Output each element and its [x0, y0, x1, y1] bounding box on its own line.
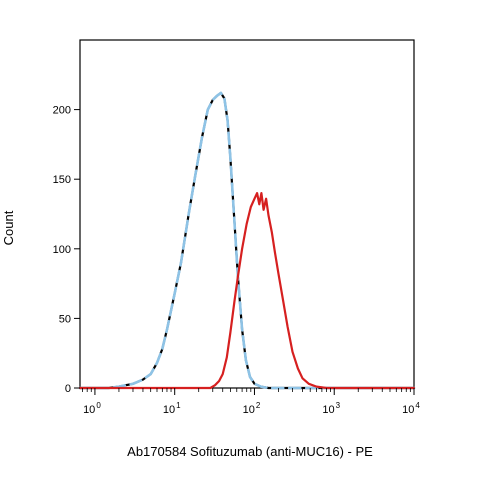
- x-tick-label: 101: [163, 401, 181, 416]
- x-tick-label: 100: [83, 401, 101, 416]
- series-line-2: [78, 91, 416, 390]
- plot-frame: [79, 39, 415, 389]
- y-tick-label: 0: [65, 383, 71, 395]
- series-line-1: [78, 91, 416, 390]
- y-axis: 0 50 100 150 200: [53, 105, 80, 395]
- x-tick-label: 104: [402, 401, 420, 416]
- series-layer: [78, 91, 416, 390]
- y-tick-label: 200: [53, 105, 71, 117]
- series-line-3: [78, 192, 416, 390]
- x-tick-label: 103: [322, 401, 340, 416]
- y-tick-label: 100: [53, 244, 71, 256]
- x-tick-label: 102: [243, 401, 261, 416]
- y-tick-label: 150: [53, 174, 71, 186]
- x-axis: 100 101 102 103 104: [82, 388, 420, 416]
- y-tick-label: 50: [59, 313, 71, 325]
- x-axis-title: Ab170584 Sofituzumab (anti-MUC16) - PE: [127, 444, 373, 459]
- y-axis-title: Count: [1, 210, 16, 245]
